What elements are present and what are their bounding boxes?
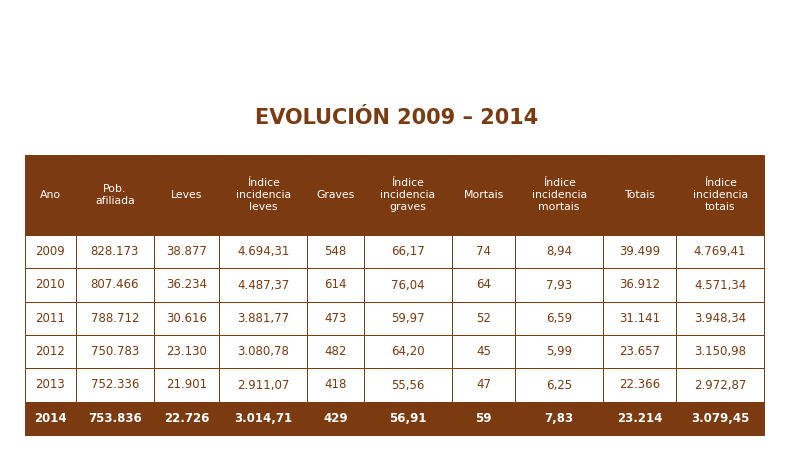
Text: 2013: 2013: [36, 379, 65, 391]
Text: 3.150,98: 3.150,98: [694, 345, 746, 358]
Text: 4.571,34: 4.571,34: [694, 278, 747, 292]
Text: 2.911,07: 2.911,07: [237, 379, 289, 391]
Text: 788.712: 788.712: [91, 312, 139, 325]
Text: issga: issga: [68, 64, 126, 83]
Text: 22.366: 22.366: [619, 379, 660, 391]
Text: 30.616: 30.616: [166, 312, 207, 325]
Text: 56,91: 56,91: [390, 412, 427, 425]
Text: 753.836: 753.836: [88, 412, 142, 425]
Text: 3.079,45: 3.079,45: [691, 412, 749, 425]
Text: Graves: Graves: [316, 190, 355, 200]
Text: 6,25: 6,25: [546, 379, 572, 391]
Text: 4.487,37: 4.487,37: [237, 278, 289, 292]
Text: 76,04: 76,04: [391, 278, 425, 292]
Text: Índice
incidencia
leves: Índice incidencia leves: [236, 177, 291, 212]
Text: Pob.
afiliada: Pob. afiliada: [95, 184, 134, 206]
Text: 38.877: 38.877: [166, 245, 207, 258]
Text: 7,83: 7,83: [545, 412, 574, 425]
Text: 3.881,77: 3.881,77: [238, 312, 289, 325]
Text: 64,20: 64,20: [391, 345, 425, 358]
Text: Totais: Totais: [624, 190, 655, 200]
Text: 2011: 2011: [36, 312, 65, 325]
Text: 807.466: 807.466: [91, 278, 139, 292]
Text: 6,59: 6,59: [546, 312, 572, 325]
Text: 7,93: 7,93: [546, 278, 572, 292]
Text: 4.694,31: 4.694,31: [237, 245, 289, 258]
Text: 3.014,71: 3.014,71: [235, 412, 293, 425]
Text: 47: 47: [476, 379, 491, 391]
Text: 36.912: 36.912: [619, 278, 660, 292]
Text: 752.336: 752.336: [91, 379, 139, 391]
Text: 2010: 2010: [36, 278, 65, 292]
Text: 55,56: 55,56: [391, 379, 425, 391]
Text: 3.948,34: 3.948,34: [694, 312, 747, 325]
Text: Mortais: Mortais: [463, 190, 504, 200]
Text: 3.080,78: 3.080,78: [238, 345, 289, 358]
Text: Índice
incidencia
mortais: Índice incidencia mortais: [532, 177, 587, 212]
Text: 5,99: 5,99: [546, 345, 572, 358]
Text: 418: 418: [324, 379, 347, 391]
Text: 21.901: 21.901: [166, 379, 207, 391]
Text: 482: 482: [324, 345, 347, 358]
Text: 548: 548: [324, 245, 347, 258]
Text: Ano: Ano: [40, 190, 61, 200]
Text: 74: 74: [476, 245, 491, 258]
Text: 45: 45: [476, 345, 491, 358]
Text: 2.972,87: 2.972,87: [694, 379, 747, 391]
Text: EVOLUCIÓN 2009 – 2014: EVOLUCIÓN 2009 – 2014: [255, 108, 539, 128]
Text: 39.499: 39.499: [619, 245, 660, 258]
Text: Índice
incidencia
graves: Índice incidencia graves: [380, 177, 436, 212]
Text: 8,94: 8,94: [546, 245, 572, 258]
Text: 473: 473: [324, 312, 347, 325]
Text: 23.214: 23.214: [617, 412, 662, 425]
Text: 2012: 2012: [36, 345, 65, 358]
Text: 750.783: 750.783: [91, 345, 139, 358]
Text: 23.130: 23.130: [166, 345, 207, 358]
Text: 2014: 2014: [34, 412, 67, 425]
Text: 59,97: 59,97: [391, 312, 425, 325]
Text: 66,17: 66,17: [391, 245, 425, 258]
Text: 614: 614: [324, 278, 347, 292]
Text: 2009: 2009: [36, 245, 65, 258]
Text: 31.141: 31.141: [619, 312, 660, 325]
Text: 4.769,41: 4.769,41: [694, 245, 747, 258]
Text: 429: 429: [324, 412, 348, 425]
Text: 59: 59: [475, 412, 492, 425]
Text: Leves: Leves: [171, 190, 203, 200]
Text: 22.726: 22.726: [164, 412, 209, 425]
Text: 23.657: 23.657: [619, 345, 660, 358]
Text: 828.173: 828.173: [91, 245, 139, 258]
Text: 52: 52: [476, 312, 491, 325]
Text: ⛄: ⛄: [92, 36, 102, 51]
Text: Índice
incidencia
totais: Índice incidencia totais: [692, 177, 747, 212]
Text: 64: 64: [476, 278, 491, 292]
Text: 36.234: 36.234: [166, 278, 207, 292]
